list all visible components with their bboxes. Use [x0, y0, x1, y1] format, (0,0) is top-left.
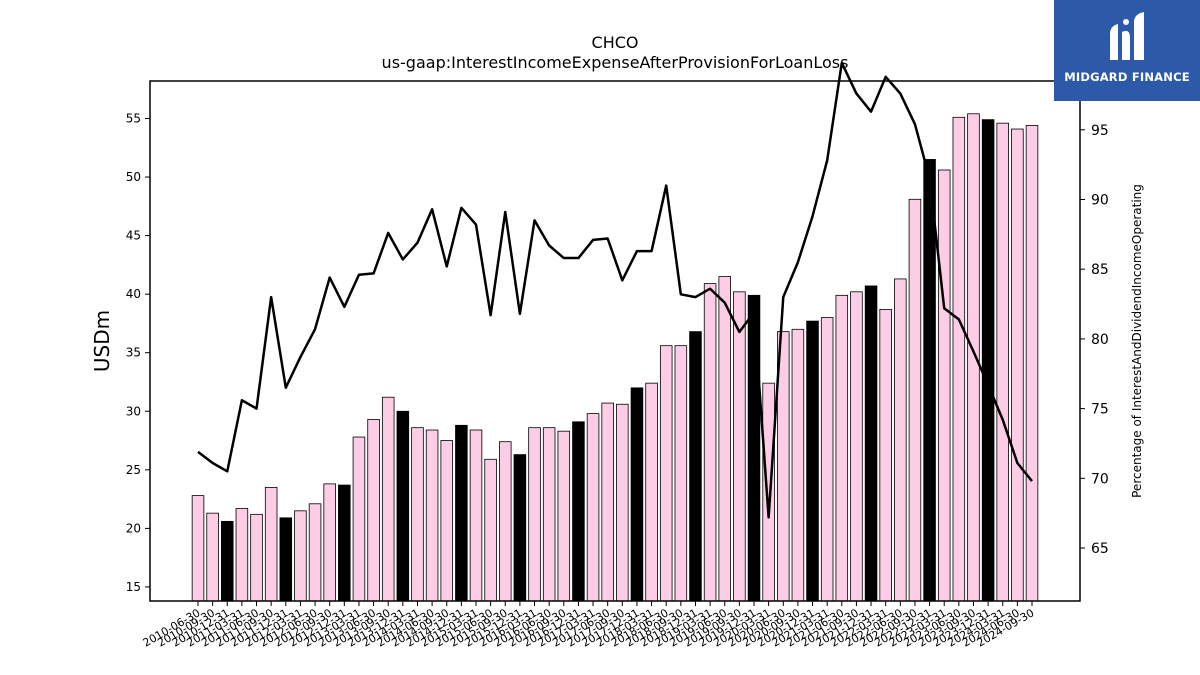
bar	[850, 291, 863, 602]
bar	[674, 345, 688, 602]
bar	[425, 429, 439, 602]
y-tick-label: 20	[126, 521, 141, 535]
bar	[499, 441, 512, 602]
bar	[542, 427, 556, 602]
bar	[952, 116, 966, 602]
bar	[981, 119, 995, 602]
bar	[791, 328, 805, 602]
bar	[733, 291, 746, 602]
y-tick-label: 55	[126, 111, 141, 125]
x-axis-ticks: 2010-06-302010-09-302010-12-312011-03-31…	[141, 601, 1037, 650]
y2-tick-label: 80	[1091, 332, 1109, 348]
bar	[352, 436, 366, 602]
left-axis-ticks: 15 20 25 30 35 40 45 50 55	[126, 111, 150, 594]
right-axis-label: Percentage of InterestAndDividendIncomeO…	[1130, 184, 1144, 498]
bar	[440, 440, 453, 602]
y2-tick-label: 85	[1091, 262, 1109, 278]
y2-tick-label: 90	[1091, 192, 1109, 208]
bar	[645, 382, 658, 602]
midgard-logo-icon	[1110, 12, 1144, 60]
bar	[762, 382, 775, 602]
bar	[601, 402, 614, 602]
bar	[616, 403, 629, 602]
brand-name: MIDGARD FINANCE	[1064, 70, 1190, 84]
bar	[513, 454, 527, 602]
bar	[747, 294, 761, 602]
bar	[294, 510, 307, 602]
y-tick-label: 40	[126, 287, 141, 301]
bar	[191, 495, 205, 602]
bar	[1025, 125, 1039, 602]
bar	[718, 276, 731, 602]
bar	[235, 508, 249, 602]
bar	[835, 294, 849, 602]
y-tick-label: 35	[126, 346, 141, 360]
chart-subtitle: us-gaap:InterestIncomeExpenseAfterProvis…	[382, 53, 849, 72]
bar	[572, 421, 585, 602]
bar-series	[191, 113, 1039, 602]
bar	[806, 320, 819, 602]
bar	[250, 513, 263, 602]
y-tick-label: 45	[126, 229, 141, 243]
bar	[908, 198, 922, 602]
y-axis-label: USDm	[90, 310, 114, 372]
bar	[996, 122, 1009, 602]
bar	[528, 427, 541, 602]
bar	[323, 483, 336, 602]
bar	[586, 413, 600, 602]
bar	[221, 520, 234, 602]
bar	[659, 345, 673, 602]
bar	[630, 387, 644, 602]
line-series	[197, 61, 1033, 519]
y2-tick-label: 95	[1091, 123, 1109, 139]
bar	[338, 484, 351, 602]
y-tick-label: 30	[126, 404, 141, 418]
bar	[557, 430, 571, 602]
bar	[206, 512, 219, 602]
bar	[411, 427, 424, 602]
plot-frame	[149, 80, 1081, 602]
bar	[864, 285, 878, 602]
bar	[396, 410, 410, 602]
bar	[820, 317, 834, 602]
bar	[279, 517, 293, 602]
bar	[455, 424, 468, 602]
y2-tick-label: 70	[1091, 471, 1109, 487]
bar	[367, 419, 380, 602]
bar	[469, 429, 483, 602]
bar	[894, 278, 907, 602]
y-tick-label: 50	[126, 170, 141, 184]
line-path	[197, 61, 1033, 519]
bar	[264, 486, 278, 602]
bar	[308, 503, 322, 602]
bar	[967, 113, 980, 602]
bar	[703, 283, 717, 602]
chart-title: CHCO	[592, 33, 639, 52]
brand-logo: MIDGARD FINANCE	[1054, 0, 1200, 101]
y-tick-label: 15	[126, 580, 141, 594]
bar	[1011, 128, 1024, 602]
y-tick-label: 25	[126, 463, 141, 477]
bar	[879, 308, 892, 602]
y2-tick-label: 65	[1091, 541, 1109, 557]
right-axis-ticks: 65 70 75 80 85 90 95	[1080, 123, 1109, 557]
bar	[381, 396, 395, 602]
y2-tick-label: 75	[1091, 402, 1109, 418]
bar	[484, 458, 497, 602]
bar	[937, 169, 951, 602]
bar	[689, 331, 702, 602]
